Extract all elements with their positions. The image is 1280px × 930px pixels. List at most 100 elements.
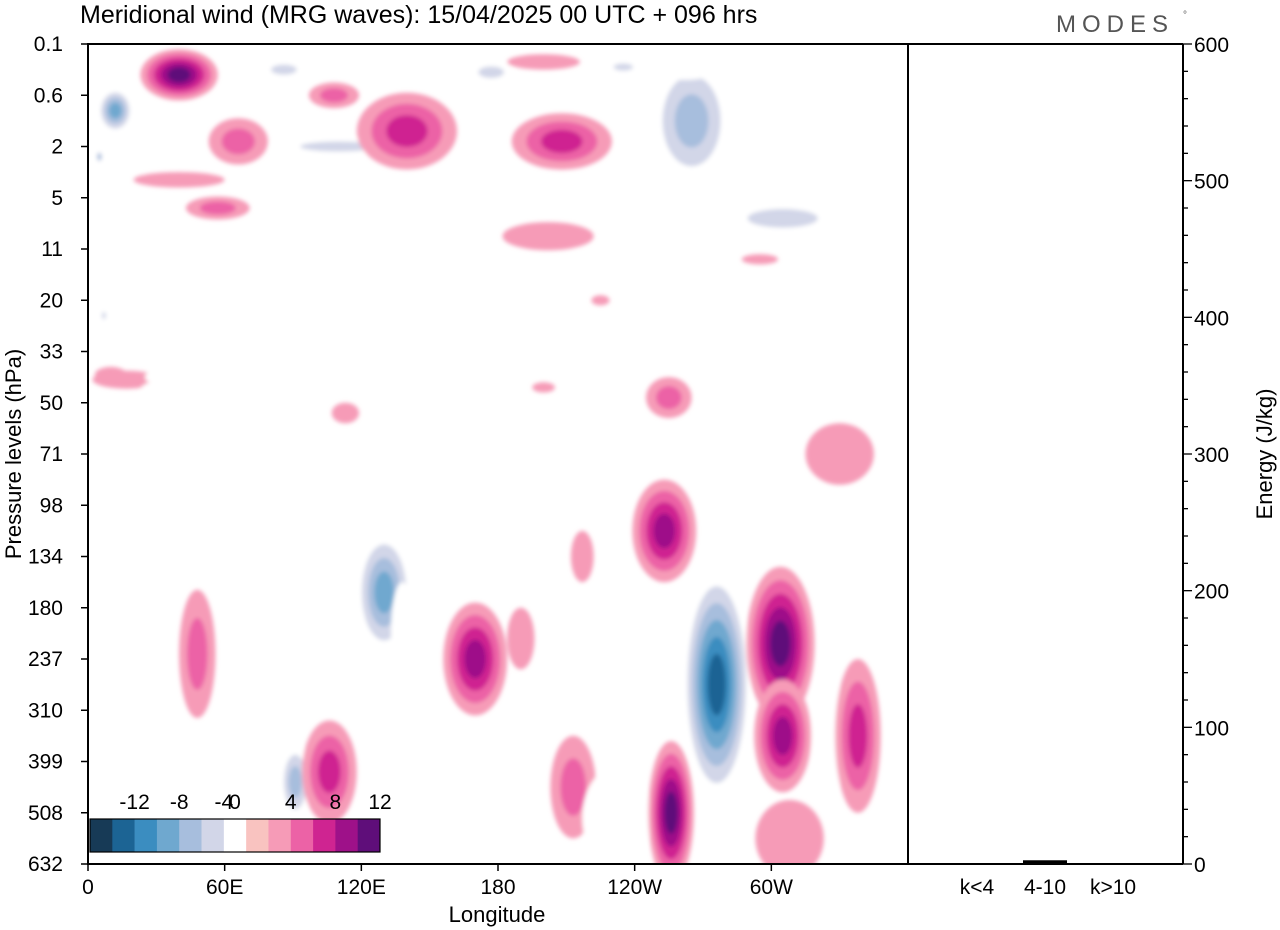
energy-y-tick-label: 100 [1194, 717, 1229, 740]
colorbar-swatch [357, 819, 381, 852]
y-tick-label: 508 [28, 802, 63, 825]
contour-shape-42-1 [187, 618, 208, 690]
x-axis-label: Longitude [449, 902, 546, 927]
contour-shape-1-1 [101, 312, 106, 320]
colorbar-swatch [112, 819, 135, 852]
y-tick-label: 632 [28, 853, 63, 876]
colorbar-swatch [313, 819, 336, 852]
y-tick-label: 0.1 [34, 33, 63, 56]
energy-x-tick-label: k>10 [1090, 876, 1136, 899]
energy-y-tick-label: 300 [1194, 444, 1229, 467]
energy-bar-chart: 0 100 200 300 400 500 600 k<4 4-10 k>10 Energy (… [908, 34, 1277, 899]
contour-shape-18-2 [386, 115, 428, 147]
contour-shape-13-0 [140, 375, 255, 404]
contour-shape-34-0 [331, 402, 360, 424]
colorbar-swatch [290, 819, 314, 852]
heatmap-plot: 0.1 0.6 2 5 11 20 33 50 71 98 134 180 237 310 399 508 63… [1, 33, 909, 927]
colorbar-swatch [90, 819, 113, 852]
energy-x-tick-label: k<4 [960, 876, 995, 899]
colorbar-tick-label: 0 [229, 791, 241, 814]
contour-shape-37-0 [807, 381, 872, 410]
contour-shape-28-0 [741, 254, 779, 265]
contour-shape-8-0 [133, 172, 225, 188]
contour-shape-24-2 [674, 94, 709, 148]
modes-logo-mark: ° [1183, 10, 1187, 21]
energy-x-tick-label: 4-10 [1024, 876, 1066, 899]
contour-shape-49-1 [560, 758, 586, 816]
energy-y-tick-label: 500 [1194, 171, 1229, 194]
energy-y-ticks: 0 100 200 300 400 500 600 [1183, 34, 1229, 877]
energy-x-ticks: k<4 4-10 k>10 [960, 876, 1136, 899]
energy-bar-1 [1023, 860, 1067, 864]
contour-shape-54-4 [664, 791, 678, 834]
y-tick-label: 134 [28, 546, 63, 569]
contour-shape-59-0 [812, 671, 845, 801]
y-tick-label: 180 [28, 597, 63, 620]
contour-shape-23-1 [613, 63, 633, 71]
contour-shape-48-0 [507, 607, 535, 670]
contour-shape-7-1 [221, 128, 255, 155]
contour-shape-27-0 [828, 65, 897, 84]
colorbar-tick-label: 8 [330, 791, 342, 814]
y-tick-label: 0.6 [34, 84, 63, 107]
contour-shape-62-0 [860, 520, 888, 572]
contour-shape-46-2 [318, 750, 341, 793]
x-tick-label: 60W [750, 876, 793, 899]
energy-bars [955, 860, 1135, 864]
y-tick-label: 237 [28, 648, 63, 671]
y-tick-label: 5 [51, 187, 63, 210]
contour-shape-22-0 [502, 222, 594, 251]
x-tick-label: 120W [607, 876, 662, 899]
contour-shape-29-0 [165, 295, 193, 306]
y-axis-label: Pressure levels (hPa) [1, 349, 26, 559]
contour-shape-20-0 [507, 54, 580, 70]
y-tick-label: 33 [40, 341, 63, 364]
contour-shape-44-0 [249, 766, 268, 818]
contour-shape-14-0 [184, 431, 219, 457]
contour-shape-0-2 [97, 153, 102, 160]
y-axis-pressure: 0.1 0.6 2 5 11 20 33 50 71 98 134 180 237 310 399 508 63… [28, 33, 88, 876]
contour-shape-38-0 [99, 459, 118, 490]
y-tick-label: 399 [28, 751, 63, 774]
contour-shape-19-1 [478, 66, 505, 78]
x-tick-label: 120E [337, 876, 386, 899]
contour-shape-61-0 [805, 423, 874, 485]
contour-shape-55-5 [707, 653, 726, 716]
y-tick-label: 11 [41, 238, 63, 261]
energy-bar-2 [1091, 863, 1135, 864]
y-tick-label: 2 [51, 136, 63, 159]
contour-shape-33-0 [395, 373, 464, 397]
colorbar-swatch [335, 819, 358, 852]
contour-shape-53-3 [653, 513, 676, 549]
energy-y-tick-label: 600 [1194, 34, 1229, 57]
contour-shape-52-0 [623, 597, 669, 660]
y-tick-label: 20 [40, 289, 63, 312]
heatmap-contours [92, 49, 908, 864]
contour-shape-47-0 [390, 582, 414, 685]
contour-shape-5-3 [109, 102, 122, 119]
contour-shape-9-1 [199, 201, 236, 215]
contour-shape-41-3 [464, 639, 487, 679]
contour-shape-2-0 [107, 543, 115, 621]
contour-shape-35-0 [532, 382, 555, 393]
contour-shape-30-0 [144, 370, 168, 384]
colorbar-swatch [201, 819, 225, 852]
contour-shape-16-1 [320, 88, 348, 103]
contour-shape-60-2 [848, 704, 868, 768]
contour-shape-50-0 [570, 530, 594, 583]
contour-shape-57-3 [773, 716, 793, 756]
contour-shape-15-1 [271, 64, 297, 75]
contour-shape-45-2 [288, 766, 302, 798]
y-tick-label: 310 [28, 699, 63, 722]
contour-shape-51-0 [582, 766, 651, 864]
contour-shape-56-4 [770, 620, 791, 667]
colorbar-tick-label: 12 [368, 791, 391, 814]
contour-shape-25-0 [656, 64, 714, 80]
x-tick-label: 180 [480, 876, 515, 899]
colorbar-tick-label: -4 [215, 791, 234, 814]
x-tick-label: 0 [82, 876, 94, 899]
contour-shape-10-0 [147, 232, 221, 256]
contour-shape-31-0 [591, 295, 610, 306]
energy-y-tick-label: 0 [1194, 854, 1206, 877]
